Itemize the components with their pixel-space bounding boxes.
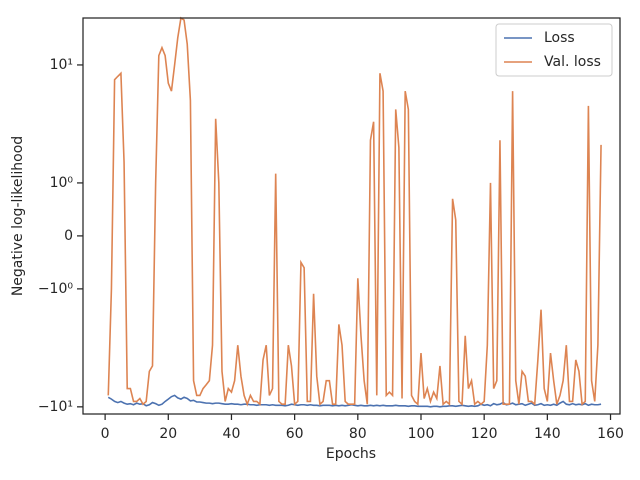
x-tick-label: 100 (408, 426, 435, 442)
x-tick-label: 160 (597, 426, 624, 442)
x-tick-label: 20 (159, 426, 177, 442)
plot-frame (82, 17, 621, 415)
x-tick-label: 40 (223, 426, 241, 442)
y-tick-label: −10¹ (38, 399, 73, 415)
y-tick-label: 10¹ (50, 57, 73, 73)
x-tick-label: 0 (101, 426, 110, 442)
x-tick-label: 120 (471, 426, 498, 442)
legend-label: Val. loss (544, 54, 601, 70)
legend-label: Loss (544, 30, 575, 46)
y-tick-label: 0 (64, 228, 73, 244)
x-tick-label: 80 (349, 426, 367, 442)
y-axis-label: Negative log-likelihood (10, 136, 26, 296)
y-tick-label: −10⁰ (38, 281, 74, 297)
x-tick-label: 140 (534, 426, 561, 442)
legend-box (495, 23, 613, 77)
y-tick-label: 10⁰ (50, 175, 74, 191)
x-tick-label: 60 (286, 426, 304, 442)
legend: Loss Val. loss (495, 23, 613, 77)
x-axis-label: Epochs (326, 446, 376, 462)
series-line (107, 16, 602, 407)
